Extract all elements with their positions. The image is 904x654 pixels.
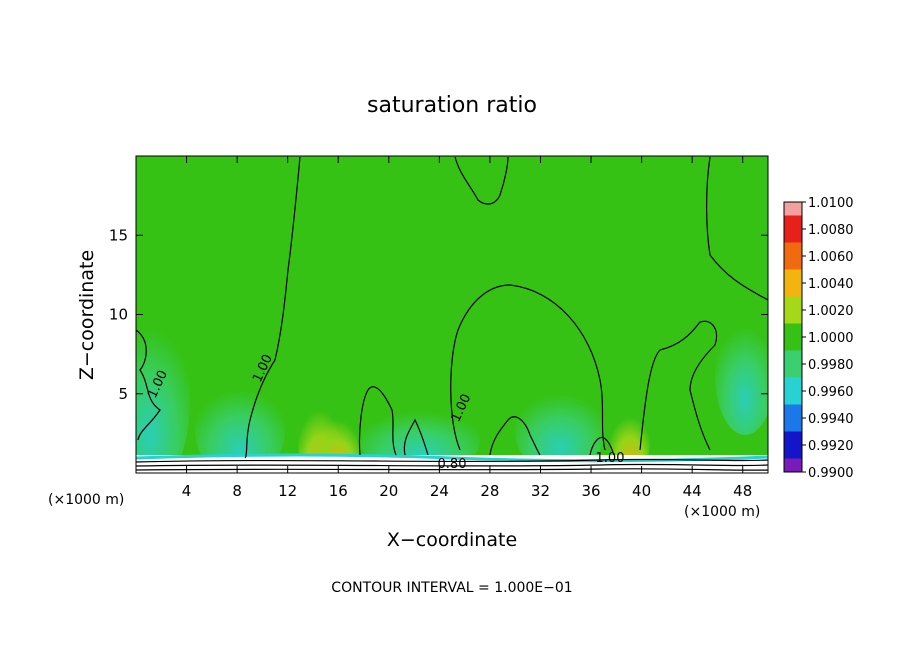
- hot-patch: [314, 390, 362, 473]
- contour-label: 0.80: [438, 457, 467, 472]
- colorbar-swatch: [784, 350, 802, 364]
- x-tick-label: 16: [329, 482, 348, 500]
- contour-line: [489, 416, 541, 456]
- contour-line: [136, 458, 768, 463]
- colorbar-swatch: [784, 337, 802, 351]
- colorbar-swatch: [784, 431, 802, 445]
- colorbar-swatch: [784, 458, 802, 472]
- x-tick-label: 44: [683, 482, 702, 500]
- x-unit-left: (×1000 m): [48, 492, 124, 508]
- colorbar-swatch: [784, 377, 802, 391]
- colorbar-swatch: [784, 283, 802, 297]
- y-tick-label: 10: [109, 306, 128, 324]
- x-tick-label: 40: [632, 482, 651, 500]
- contour-line: [454, 156, 509, 205]
- colorbar-label: 1.0040: [808, 277, 854, 292]
- cool-patch: [136, 310, 190, 473]
- x-tick-label: 20: [379, 482, 398, 500]
- x-tick-label: 24: [430, 482, 449, 500]
- contour-line: [589, 436, 615, 456]
- x-tick-label: 4: [182, 482, 192, 500]
- x-axis-label: X−coordinate: [387, 529, 517, 551]
- colorbar-swatch: [784, 310, 802, 324]
- contour-interval-text: CONTOUR INTERVAL = 1.000E−01: [331, 580, 572, 596]
- colorbar-label: 1.0060: [808, 250, 854, 265]
- plot-area: 1.00 1.001.001.000.80: [136, 156, 768, 473]
- colorbar-swatch: [784, 323, 802, 337]
- x-tick-label: 28: [480, 482, 499, 500]
- chart-title: saturation ratio: [367, 93, 537, 118]
- colorbar: 1.0100 1.0080 1.0060 1.0040 1.0020 1.0000 0.99…: [783, 196, 854, 481]
- contours: [136, 156, 768, 471]
- colorbar-swatch: [784, 296, 802, 310]
- colorbar-swatch: [784, 256, 802, 270]
- x-tick-label: 36: [581, 482, 600, 500]
- colorbar-swatch: [784, 404, 802, 418]
- colorbar-swatch: [784, 364, 802, 378]
- colorbar-label: 1.0100: [808, 196, 854, 211]
- colorbar-label: 1.0020: [808, 304, 854, 319]
- contour-line: [706, 156, 768, 301]
- contour-line: [639, 320, 718, 451]
- contour-line: [136, 463, 768, 467]
- colorbar-swatch: [784, 418, 802, 432]
- cool-patch: [195, 380, 285, 473]
- contour-line: [136, 468, 768, 471]
- colorbar-label: 1.0000: [808, 331, 854, 346]
- colorbar-swatch: [784, 215, 802, 229]
- x-unit-right: (×1000 m): [684, 504, 760, 520]
- colorbar-swatch: [784, 229, 802, 243]
- colorbar-label: 0.9920: [808, 439, 854, 454]
- field-shading: [136, 310, 768, 473]
- y-axis-label: Z−coordinate: [76, 250, 98, 380]
- x-tick-label: 48: [733, 482, 752, 500]
- colorbar-label: 1.0080: [808, 223, 854, 238]
- contour-line: [358, 386, 397, 456]
- x-axis-ticks: 4 8 12 16 20 24 28 32 36 40 44 48: [182, 156, 752, 500]
- contour-line: [450, 284, 606, 451]
- contour-label: 1.00: [596, 451, 625, 466]
- colorbar-swatch: [784, 391, 802, 405]
- y-tick-label: 15: [109, 226, 128, 244]
- contour-line: [244, 156, 301, 459]
- colorbar-swatch: [784, 269, 802, 283]
- x-tick-label: 32: [531, 482, 550, 500]
- colorbar-label: 0.9960: [808, 385, 854, 400]
- cool-patch: [715, 315, 768, 435]
- colorbar-swatch: [784, 242, 802, 256]
- colorbar-label: 0.9940: [808, 412, 854, 427]
- colorbar-label: 0.9900: [808, 466, 854, 481]
- contour-line: [136, 329, 161, 441]
- colorbar-swatch: [784, 202, 802, 216]
- x-tick-label: 12: [278, 482, 297, 500]
- contour-line: [403, 418, 429, 456]
- colorbar-label: 0.9980: [808, 358, 854, 373]
- y-tick-label: 5: [118, 385, 128, 403]
- x-tick-label: 8: [232, 482, 242, 500]
- y-axis-ticks: 5 10 15: [109, 226, 768, 403]
- colorbar-swatch: [784, 445, 802, 459]
